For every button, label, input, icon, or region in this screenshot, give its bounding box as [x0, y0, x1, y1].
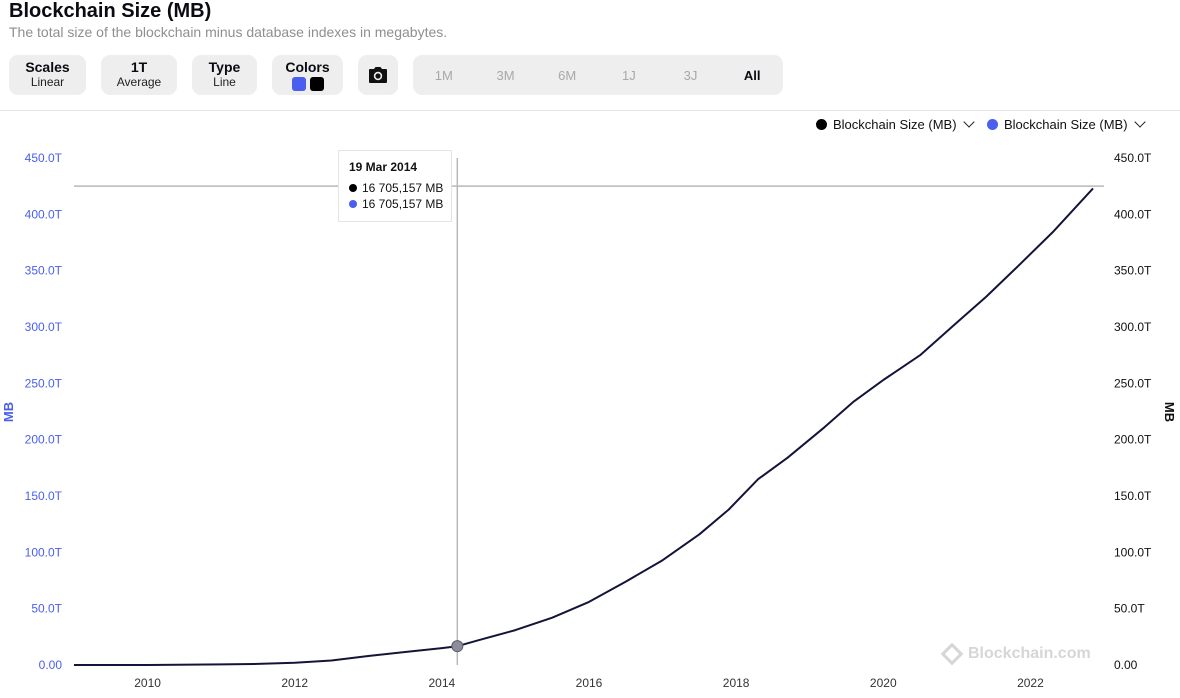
watermark-text: Blockchain.com [968, 645, 1091, 662]
y-tick-label-left: 200.0T [25, 433, 63, 447]
tooltip-row: 16 705,157 MB [349, 197, 443, 211]
header-divider [0, 110, 1180, 111]
y-tick-label-right: 200.0T [1114, 433, 1152, 447]
page-subtitle: The total size of the blockchain minus d… [9, 24, 448, 40]
x-tick-label: 2020 [870, 676, 897, 690]
y-tick-label-right: 400.0T [1114, 207, 1152, 221]
legend-item-blue[interactable]: Blockchain Size (MB) [987, 116, 1146, 132]
type-button[interactable]: Type Line [192, 55, 257, 95]
colors-label: Colors [285, 58, 330, 75]
y-tick-label-right: 250.0T [1114, 376, 1152, 390]
legend-dot [987, 119, 998, 130]
y-tick-label-right: 150.0T [1114, 489, 1152, 503]
range-option-3j[interactable]: 3J [683, 67, 698, 83]
camera-icon [369, 67, 387, 83]
y-axis-title-right: MB [1162, 402, 1177, 422]
y-tick-label-right: 0.00 [1114, 658, 1138, 672]
type-value: Line [213, 75, 236, 89]
y-tick-label-left: 250.0T [25, 376, 63, 390]
colors-button[interactable]: Colors [272, 55, 343, 95]
legend-label: Blockchain Size (MB) [1004, 117, 1128, 132]
x-tick-label: 2016 [576, 676, 603, 690]
period-value: Average [116, 75, 162, 89]
color-swatch-black[interactable] [309, 76, 324, 91]
chart-tooltip: 19 Mar 2014 16 705,157 MB 16 705,157 MB [338, 150, 452, 222]
blockchain-watermark: Blockchain.com [940, 642, 1091, 666]
scales-label: Scales [25, 59, 70, 75]
x-tick-label: 2018 [723, 676, 750, 690]
y-tick-label-left: 450.0T [25, 151, 63, 165]
y-tick-label-right: 450.0T [1114, 151, 1152, 165]
tooltip-value: 16 705,157 MB [362, 197, 444, 211]
range-option-3m[interactable]: 3M [496, 67, 515, 83]
legend-item-black[interactable]: Blockchain Size (MB) [816, 116, 975, 132]
y-tick-label-right: 100.0T [1114, 545, 1152, 559]
tooltip-date: 19 Mar 2014 [349, 160, 418, 174]
x-tick-label: 2010 [134, 676, 161, 690]
period-button[interactable]: 1T Average [101, 55, 177, 95]
tooltip-value: 16 705,157 MB [362, 181, 444, 195]
y-tick-label-left: 300.0T [25, 320, 63, 334]
scales-value: Linear [30, 75, 65, 89]
y-tick-label-left: 150.0T [25, 489, 63, 503]
x-tick-label: 2012 [281, 676, 308, 690]
screenshot-button[interactable] [358, 55, 398, 95]
y-tick-label-left: 50.0T [31, 602, 62, 616]
period-label: 1T [130, 59, 148, 75]
x-tick-label: 2022 [1017, 676, 1044, 690]
range-option-1j[interactable]: 1J [621, 67, 636, 83]
type-label: Type [208, 59, 241, 75]
legend-label: Blockchain Size (MB) [833, 117, 957, 132]
range-option-6m[interactable]: 6M [558, 67, 577, 83]
range-option-1m[interactable]: 1M [434, 67, 453, 83]
tooltip-dot [349, 184, 357, 192]
y-tick-label-left: 400.0T [25, 207, 63, 221]
series-line-blockchain-size[interactable] [74, 187, 1094, 666]
y-tick-label-right: 350.0T [1114, 264, 1152, 278]
tooltip-dot [349, 200, 357, 208]
legend-dot [816, 119, 827, 130]
x-tick-label: 2014 [429, 676, 456, 690]
y-tick-label-right: 50.0T [1114, 602, 1145, 616]
y-axis-title-left: MB [1, 402, 16, 422]
y-tick-label-left: 0.00 [39, 658, 63, 672]
page-title: Blockchain Size (MB) [9, 0, 212, 22]
y-tick-label-left: 100.0T [25, 545, 63, 559]
tooltip-row: 16 705,157 MB [349, 181, 443, 195]
scales-button[interactable]: Scales Linear [9, 55, 86, 95]
y-tick-label-right: 300.0T [1114, 320, 1152, 334]
color-swatches [291, 76, 324, 91]
hover-point-marker [451, 640, 464, 653]
color-swatch-blue[interactable] [291, 76, 306, 91]
y-tick-label-left: 350.0T [25, 264, 63, 278]
time-range-selector: 1M 3M 6M 1J 3J All [413, 55, 783, 95]
blockchain-logo-icon [940, 642, 964, 666]
range-option-all[interactable]: All [743, 67, 761, 83]
